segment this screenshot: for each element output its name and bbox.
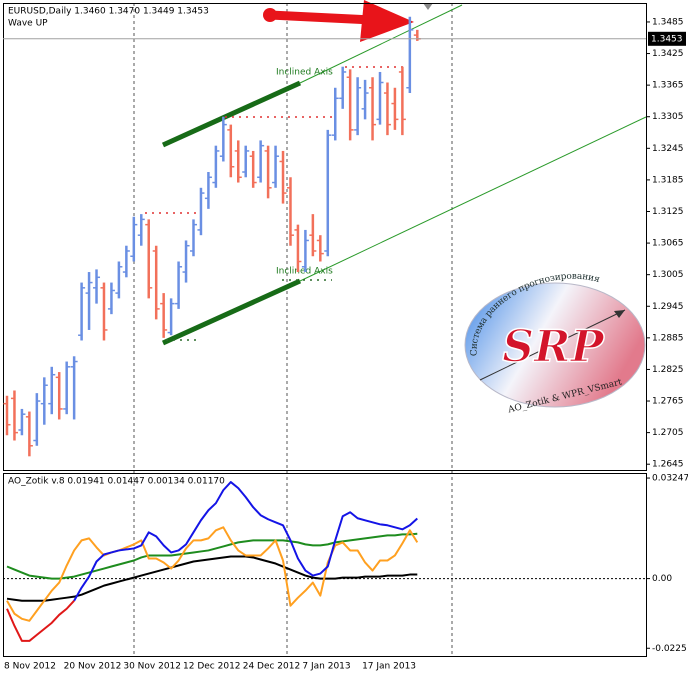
y-tick-label: 1.2645 bbox=[652, 460, 684, 470]
y-tick-label: 1.3125 bbox=[652, 207, 684, 217]
y-tick-label: 0.00 bbox=[652, 574, 672, 584]
y-tick-label: 1.3245 bbox=[652, 144, 684, 154]
y-tick-label: 1.3485 bbox=[652, 17, 684, 27]
price-bars bbox=[3, 16, 421, 457]
x-tick-label: 20 Nov 2012 bbox=[64, 662, 122, 672]
x-tick-label: 24 Dec 2012 bbox=[243, 662, 301, 672]
y-tick-label: 1.2765 bbox=[652, 397, 684, 407]
y-tick-label: 1.2825 bbox=[652, 365, 684, 375]
period-separators bbox=[133, 3, 453, 656]
y-tick-label: 1.2705 bbox=[652, 428, 684, 438]
current-price-box bbox=[648, 31, 686, 46]
y-tick-label: 1.3365 bbox=[652, 81, 684, 91]
x-tick-label: 17 Jan 2013 bbox=[362, 662, 416, 672]
indicator-pane bbox=[3, 473, 647, 657]
watermark: Система раннего прогнозирования SRP AO_Z… bbox=[464, 271, 646, 416]
logo-arrow bbox=[479, 309, 626, 381]
y-tick-label: 1.2885 bbox=[652, 333, 684, 343]
y-tick-label: 1.3305 bbox=[652, 112, 684, 122]
shift-marker bbox=[423, 3, 433, 10]
indicator-line bbox=[6, 600, 75, 642]
trend-line bbox=[161, 278, 302, 346]
y-tick-label: 0.03247 bbox=[652, 474, 688, 484]
chart-subtitle: Wave UP bbox=[8, 19, 48, 29]
y-tick-label: 1.3185 bbox=[652, 175, 684, 185]
indicator-line bbox=[6, 526, 419, 622]
trend-line bbox=[161, 80, 302, 148]
indicator-line bbox=[6, 555, 418, 602]
x-tick-label: 8 Nov 2012 bbox=[4, 662, 56, 672]
y-tick-label: -0.0225 bbox=[652, 644, 687, 654]
y-tick-label: 1.3425 bbox=[652, 49, 684, 59]
y-tick-label: 1.2945 bbox=[652, 302, 684, 312]
chart-title: EURUSD,Daily 1.3460 1.3470 1.3449 1.3453 bbox=[8, 7, 209, 17]
arrow-head bbox=[360, 0, 414, 42]
y-tick-label: 1.3005 bbox=[652, 270, 684, 280]
indicator-line bbox=[6, 532, 418, 580]
price-pane bbox=[3, 3, 647, 471]
x-tick-label: 30 Nov 2012 bbox=[123, 662, 181, 672]
channel-line bbox=[299, 116, 647, 282]
logo-ellipse bbox=[464, 282, 646, 408]
current-price-label: 1.3453 bbox=[651, 34, 683, 44]
indicator-title: AO_Zotik v.8 0.01941 0.01447 0.00134 0.0… bbox=[8, 477, 225, 487]
logo-arrow-head bbox=[614, 310, 625, 318]
annotation: Inclined Axis bbox=[276, 68, 333, 78]
arrow-shaft bbox=[269, 10, 373, 25]
x-tick-label: 7 Jan 2013 bbox=[302, 662, 350, 672]
indicator-line bbox=[73, 481, 418, 602]
channel-line bbox=[299, 4, 463, 84]
x-tick-label: 12 Dec 2012 bbox=[183, 662, 241, 672]
y-tick-label: 1.3065 bbox=[652, 239, 684, 249]
logo-text: SRP bbox=[502, 322, 605, 373]
